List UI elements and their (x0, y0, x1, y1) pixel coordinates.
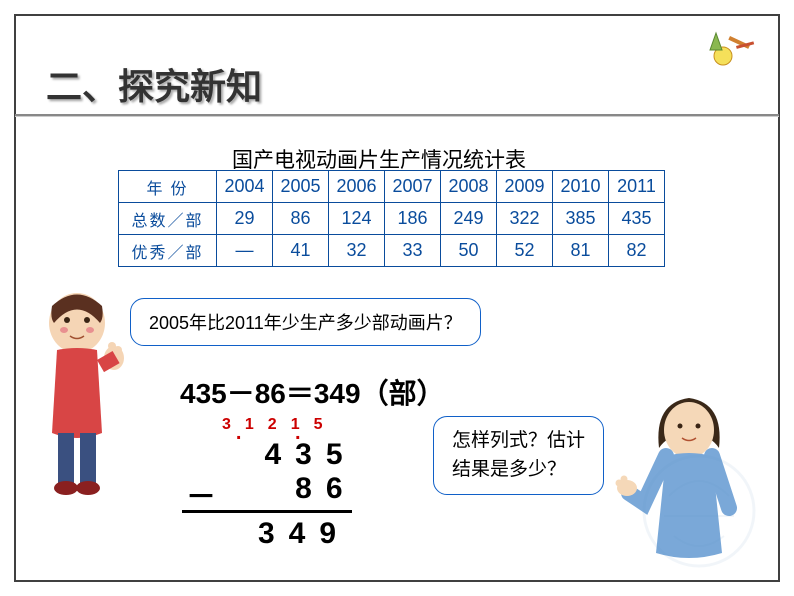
cell-excellent: 32 (329, 235, 385, 267)
vertical-calculation: 31215 . . 435 － 86 349 (222, 416, 359, 551)
table-row: 年 份 2004 2005 2006 2007 2008 2009 2010 2… (119, 171, 665, 203)
cell-excellent: 41 (273, 235, 329, 267)
row-header-year: 年 份 (119, 171, 217, 203)
cell-excellent: 82 (609, 235, 665, 267)
stats-table: 年 份 2004 2005 2006 2007 2008 2009 2010 2… (118, 170, 665, 267)
prompt-line: 怎样列式？估计 (452, 427, 585, 456)
table-row: 总数／部 29 86 124 186 249 322 385 435 (119, 203, 665, 235)
child-illustration (22, 288, 132, 508)
decoration-tools-icon (708, 28, 758, 68)
cell-excellent: 52 (497, 235, 553, 267)
cell-year: 2008 (441, 171, 497, 203)
cell-excellent: 33 (385, 235, 441, 267)
cell-year: 2009 (497, 171, 553, 203)
cell-year: 2010 (553, 171, 609, 203)
section-title: 二、探究新知 (46, 58, 262, 110)
difference: 349 (182, 510, 352, 551)
minus-sign: － (186, 472, 230, 516)
title-underline (15, 114, 779, 117)
cell-excellent: 81 (553, 235, 609, 267)
cell-total: 385 (553, 203, 609, 235)
subtrahend: － 86 (222, 472, 359, 506)
cell-total: 435 (609, 203, 665, 235)
table-row: 优秀／部 — 41 32 33 50 52 81 82 (119, 235, 665, 267)
question-text: 2005年比2011年少生产多少部动画片？ (149, 313, 462, 333)
cell-excellent: — (217, 235, 273, 267)
borrow-dots: . . (222, 430, 359, 436)
cell-total: 322 (497, 203, 553, 235)
cell-total: 186 (385, 203, 441, 235)
cell-total: 249 (441, 203, 497, 235)
cell-total: 124 (329, 203, 385, 235)
question-bubble: 2005年比2011年少生产多少部动画片？ (130, 298, 481, 346)
cell-year: 2011 (609, 171, 665, 203)
cell-excellent: 50 (441, 235, 497, 267)
cell-year: 2005 (273, 171, 329, 203)
prompt-bubble: 怎样列式？估计 结果是多少？ (433, 416, 604, 495)
cell-year: 2007 (385, 171, 441, 203)
prompt-line: 结果是多少？ (452, 456, 585, 485)
equation: 435－86＝349（部） (180, 372, 445, 412)
cell-year: 2004 (217, 171, 273, 203)
cell-year: 2006 (329, 171, 385, 203)
cell-total: 29 (217, 203, 273, 235)
cell-total: 86 (273, 203, 329, 235)
watermark-icon (634, 446, 764, 576)
row-header-total: 总数／部 (119, 203, 217, 235)
row-header-excellent: 优秀／部 (119, 235, 217, 267)
